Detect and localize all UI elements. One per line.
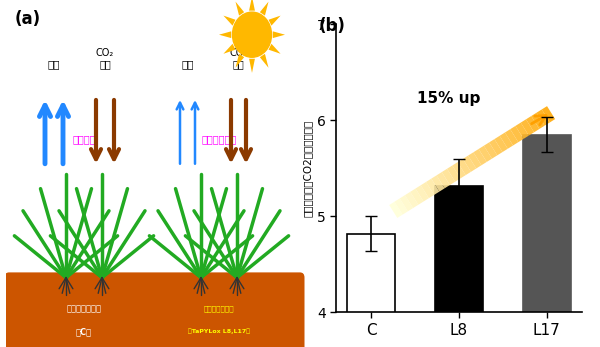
Text: コントロール株: コントロール株 — [67, 304, 101, 313]
Polygon shape — [223, 44, 235, 54]
Text: (b): (b) — [319, 17, 346, 35]
Circle shape — [232, 12, 271, 57]
Polygon shape — [235, 2, 244, 16]
Polygon shape — [219, 31, 231, 38]
Text: (a): (a) — [15, 10, 41, 28]
Text: CO₂
固定: CO₂ 固定 — [96, 48, 114, 69]
Text: CO₂
固定: CO₂ 固定 — [229, 48, 248, 69]
Polygon shape — [249, 59, 255, 73]
Polygon shape — [249, 0, 255, 11]
Polygon shape — [269, 44, 281, 54]
Polygon shape — [223, 16, 235, 26]
Text: 蒸発: 蒸発 — [181, 59, 194, 69]
Polygon shape — [273, 31, 285, 38]
Text: 节水抗旱植株: 节水抗旱植株 — [202, 134, 236, 144]
Text: 節水型耐乾性株: 節水型耐乾性株 — [203, 305, 235, 312]
Polygon shape — [260, 2, 269, 16]
Text: 15% up: 15% up — [417, 91, 480, 106]
Polygon shape — [260, 54, 269, 68]
Text: （TaPYLox L8,L17）: （TaPYLox L8,L17） — [188, 329, 250, 334]
Polygon shape — [235, 54, 244, 68]
Text: 蒸発: 蒸発 — [48, 59, 60, 69]
Bar — [435, 186, 483, 347]
Text: （C）: （C） — [76, 327, 92, 336]
Text: 控制植株: 控制植株 — [72, 134, 96, 144]
Bar — [523, 135, 571, 347]
Polygon shape — [269, 16, 281, 26]
Y-axis label: 水利用効率（CO2固定／蒸発）: 水利用効率（CO2固定／蒸発） — [302, 120, 313, 217]
FancyBboxPatch shape — [5, 272, 305, 347]
Bar — [347, 234, 395, 347]
